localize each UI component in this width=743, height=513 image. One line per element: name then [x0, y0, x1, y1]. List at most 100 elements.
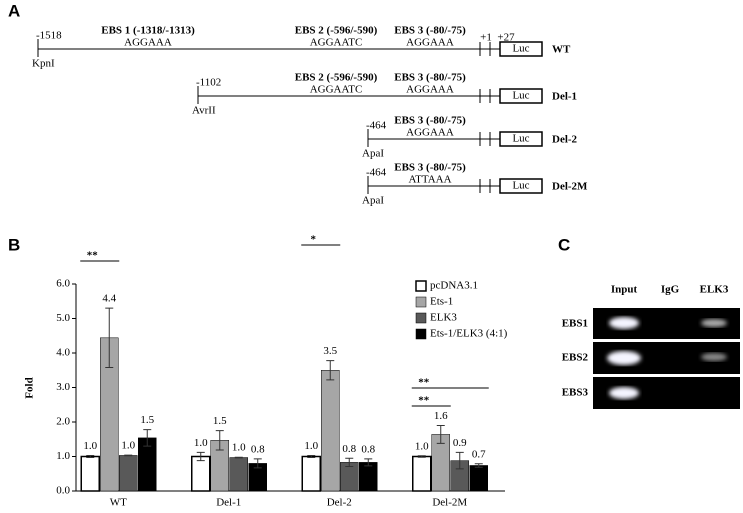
bar: [301, 455, 321, 492]
significance-mark: **: [87, 250, 99, 262]
x-tick-label: Del-2M: [432, 497, 467, 509]
band: [609, 317, 639, 329]
value-label: 0.9: [453, 437, 467, 449]
error-bar: [364, 458, 373, 467]
y-tick-label: 5.0: [56, 312, 70, 324]
restriction-site: ApaI: [362, 195, 384, 207]
row-label: EBS1: [562, 318, 588, 330]
construct-name: WT: [552, 44, 571, 56]
bar: [321, 370, 340, 492]
y-tick-label: 2.0: [56, 416, 70, 428]
value-label: 1.0: [121, 440, 135, 452]
y-tick-label: 3.0: [56, 381, 70, 393]
luc-box: [499, 88, 543, 104]
x-tick-label: WT: [110, 497, 127, 509]
error-bar: [307, 454, 316, 459]
error-bar: [326, 360, 335, 381]
legend-label: pcDNA3.1: [430, 280, 478, 292]
ebs-sequence: AGGAAA: [124, 37, 172, 49]
value-label: 1.5: [213, 415, 227, 427]
ebs-sequence: AGGAAA: [406, 84, 454, 96]
value-label: 1.0: [415, 440, 429, 452]
ebs-title: EBS 1 (-1318/-1313): [101, 25, 195, 37]
legend-label: Ets-1: [430, 296, 453, 308]
ebs-sequence: AGGAATC: [310, 84, 363, 96]
legend-swatch: [415, 280, 427, 292]
column-label: Input: [611, 284, 638, 296]
error-bar: [436, 424, 445, 444]
significance-mark: **: [418, 377, 430, 389]
value-label: 0.8: [361, 443, 375, 455]
restriction-site: KpnI: [32, 58, 55, 70]
restriction-site: AvrII: [192, 105, 216, 117]
error-bar: [124, 454, 133, 457]
column-label: IgG: [661, 284, 680, 296]
panel-label: C: [558, 235, 570, 254]
y-axis-label: Fold: [24, 377, 36, 398]
start-position: -464: [366, 120, 387, 132]
y-tick-label: 0.0: [56, 485, 70, 497]
bar: [119, 455, 138, 492]
value-label: 4.4: [102, 293, 116, 305]
ebs-title: EBS 2 (-596/-590): [295, 25, 378, 37]
error-bar: [143, 429, 152, 447]
ebs-title: EBS 3 (-80/-75): [394, 25, 466, 37]
legend-swatch: [415, 328, 427, 340]
luc-box: [499, 131, 543, 147]
construct-name: Del-2M: [552, 181, 588, 193]
value-label: 1.0: [83, 440, 97, 452]
bar: [80, 455, 100, 492]
legend-label: Ets-1/ELK3 (4:1): [430, 328, 508, 340]
value-label: 1.6: [434, 410, 448, 422]
error-bar: [196, 451, 205, 462]
ebs-title: EBS 3 (-80/-75): [394, 162, 466, 174]
value-label: 1.5: [140, 414, 154, 426]
construct-name: Del-1: [552, 91, 577, 103]
luc-label: Luc: [512, 133, 529, 145]
value-label: 3.5: [323, 345, 337, 357]
value-label: 0.8: [342, 443, 356, 455]
panel-label: B: [8, 235, 20, 254]
tss-label: +27: [497, 32, 515, 44]
construct-name: Del-2: [552, 134, 578, 146]
start-position: -1518: [36, 30, 62, 42]
x-tick-label: Del-2: [327, 497, 352, 509]
restriction-site: ApaI: [362, 148, 384, 160]
value-label: 1.0: [194, 437, 208, 449]
luc-box: [499, 41, 543, 57]
ebs-sequence: AGGAATC: [310, 37, 363, 49]
error-bar: [234, 456, 243, 459]
ebs-sequence: AGGAAA: [406, 37, 454, 49]
luc-label: Luc: [512, 90, 529, 102]
legend-swatch: [415, 312, 427, 324]
significance-mark: *: [311, 234, 317, 246]
band: [609, 387, 639, 399]
start-position: -464: [366, 167, 387, 179]
error-bar: [474, 463, 483, 468]
significance-mark: **: [418, 395, 430, 407]
ebs-sequence: AGGAAA: [406, 127, 454, 139]
start-position: -1102: [196, 77, 221, 89]
bar: [229, 457, 248, 492]
row-label: EBS3: [562, 387, 589, 399]
error-bar: [345, 457, 354, 468]
y-tick-label: 1.0: [56, 450, 70, 462]
value-label: 1.0: [232, 442, 246, 454]
ebs-title: EBS 2 (-596/-590): [295, 72, 378, 84]
column-label: ELK3: [700, 284, 729, 296]
legend-swatch: [415, 296, 427, 308]
band: [607, 351, 641, 365]
error-bar: [105, 307, 114, 368]
gel: [593, 308, 740, 409]
error-bar: [455, 451, 464, 470]
luc-label: Luc: [512, 180, 529, 192]
y-tick-label: 6.0: [56, 278, 70, 290]
error-bar: [215, 430, 224, 451]
band: [701, 353, 727, 361]
band: [701, 319, 727, 327]
error-bar: [253, 458, 262, 469]
y-tick-label: 4.0: [56, 347, 70, 359]
legend-label: ELK3: [430, 312, 457, 324]
row-label: EBS2: [562, 352, 589, 364]
value-label: 0.7: [472, 448, 486, 460]
